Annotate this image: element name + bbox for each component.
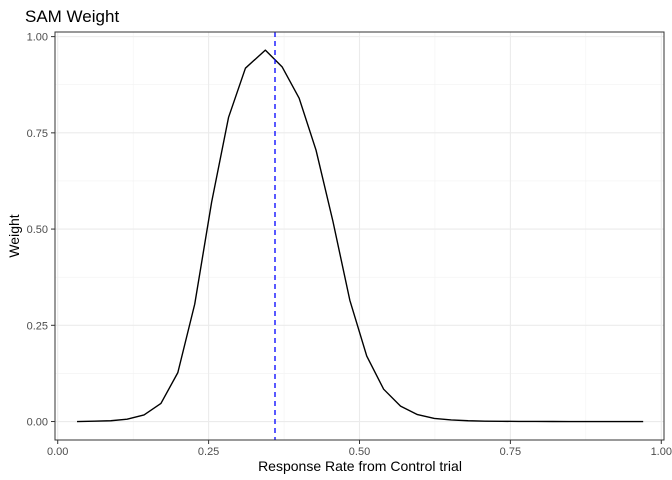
x-tick-label: 0.25 [198,446,219,458]
x-tick-label: 0.75 [500,446,521,458]
major-gridlines [55,32,664,440]
x-axis-ticks: 0.00 0.25 0.50 0.75 1.00 [47,440,672,458]
y-tick-label: 0.75 [27,128,48,140]
y-tick-label: 0.00 [27,417,48,429]
y-axis-ticks: 0.00 0.25 0.50 0.75 1.00 [27,32,55,429]
y-axis-title: Weight [6,214,22,257]
x-tick-label: 0.00 [47,446,68,458]
chart-title: SAM Weight [25,7,119,26]
x-tick-label: 0.50 [349,446,370,458]
x-axis-title: Response Rate from Control trial [258,458,462,474]
y-tick-label: 0.50 [27,224,48,236]
weight-series-line [77,49,644,423]
y-tick-label: 1.00 [27,32,48,44]
y-tick-label: 0.25 [27,320,48,332]
x-tick-label: 1.00 [651,446,672,458]
plot-panel [54,31,665,441]
